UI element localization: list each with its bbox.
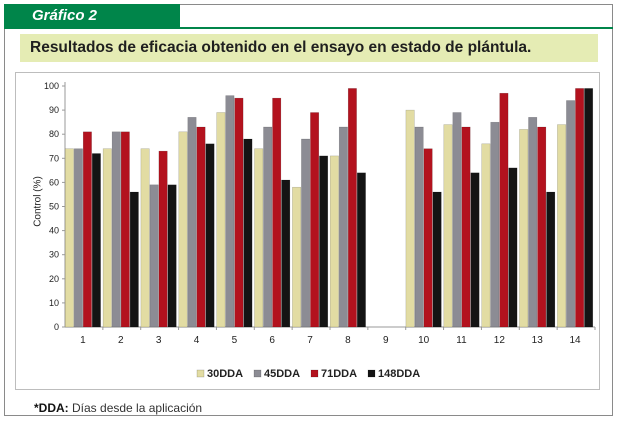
bar-45DDA-3: [149, 184, 159, 328]
y-tick-label: 60: [49, 177, 59, 187]
bar-148DDA-3: [167, 184, 177, 328]
bar-71DDA-14: [575, 88, 585, 328]
tab-divider: [4, 27, 613, 29]
bar-71DDA-4: [196, 126, 206, 328]
y-tick-label: 30: [49, 250, 59, 260]
y-tick-label: 70: [49, 153, 59, 163]
x-tick-label: 9: [383, 335, 389, 346]
bar-148DDA-8: [356, 172, 366, 328]
bar-30DDA-11: [443, 124, 453, 328]
bar-45DDA-7: [301, 138, 311, 328]
bar-45DDA-6: [263, 126, 273, 328]
y-tick-label: 10: [49, 298, 59, 308]
bar-30DDA-7: [292, 186, 302, 328]
footnote-text: Días desde la aplicación: [68, 401, 203, 415]
bar-148DDA-12: [508, 167, 518, 328]
legend-swatch-45DDA: [253, 369, 262, 378]
x-tick-label: 6: [269, 335, 275, 346]
y-tick-label: 0: [54, 322, 59, 332]
bar-30DDA-5: [216, 112, 226, 328]
bar-45DDA-2: [111, 131, 121, 328]
title-band: [20, 34, 598, 62]
x-tick-label: 1: [80, 335, 86, 346]
bar-45DDA-10: [414, 126, 424, 328]
x-tick-label: 11: [456, 335, 467, 346]
x-tick-label: 4: [194, 335, 200, 346]
bar-45DDA-8: [338, 126, 348, 328]
y-tick-label: 100: [44, 81, 59, 91]
y-axis-label: Control (%): [32, 176, 44, 227]
y-tick-label: 50: [49, 202, 59, 212]
legend-label-45DDA: 45DDA: [264, 368, 300, 380]
footnote-term: *DDA:: [34, 401, 69, 415]
bar-148DDA-13: [546, 191, 556, 328]
bar-30DDA-4: [178, 131, 188, 328]
bar-30DDA-12: [481, 143, 491, 328]
bar-30DDA-6: [254, 148, 264, 328]
bar-30DDA-1: [64, 148, 74, 328]
bar-148DDA-2: [129, 191, 139, 328]
bar-45DDA-11: [452, 112, 462, 328]
bar-71DDA-11: [461, 126, 471, 328]
bar-45DDA-12: [490, 121, 500, 328]
bar-148DDA-4: [205, 143, 215, 328]
bar-148DDA-11: [470, 172, 480, 328]
bar-148DDA-1: [91, 153, 101, 328]
bar-30DDA-13: [519, 129, 529, 328]
y-tick-label: 40: [49, 226, 59, 236]
legend-label-71DDA: 71DDA: [321, 368, 357, 380]
x-tick-label: 10: [418, 335, 430, 346]
y-tick-label: 20: [49, 274, 59, 284]
bar-30DDA-14: [557, 124, 567, 328]
x-tick-label: 7: [307, 335, 313, 346]
x-tick-label: 13: [532, 335, 544, 346]
bar-71DDA-13: [537, 126, 547, 328]
legend-swatch-71DDA: [310, 369, 319, 378]
bar-71DDA-12: [499, 92, 509, 328]
bar-71DDA-8: [347, 88, 357, 328]
bar-30DDA-2: [102, 148, 112, 328]
bar-71DDA-10: [423, 148, 433, 328]
bar-148DDA-5: [243, 138, 253, 328]
x-tick-label: 5: [232, 335, 238, 346]
bar-148DDA-10: [432, 191, 442, 328]
bar-30DDA-3: [140, 148, 150, 328]
bar-71DDA-1: [82, 131, 92, 328]
bar-71DDA-6: [272, 97, 282, 328]
bar-71DDA-2: [120, 131, 130, 328]
x-tick-label: 2: [118, 335, 124, 346]
legend-swatch-148DDA: [367, 369, 376, 378]
bar-148DDA-14: [584, 88, 594, 328]
x-tick-label: 12: [494, 335, 506, 346]
figure-tab-label: Gráfico 2: [4, 4, 180, 28]
bar-71DDA-7: [310, 112, 320, 328]
bar-148DDA-7: [319, 155, 329, 328]
bar-148DDA-6: [281, 179, 291, 328]
bar-71DDA-3: [158, 150, 168, 328]
bar-45DDA-13: [528, 117, 538, 328]
bar-30DDA-8: [329, 155, 339, 328]
x-tick-label: 3: [156, 335, 162, 346]
footnote: *DDA: Días desde la aplicación: [34, 401, 202, 415]
bar-45DDA-4: [187, 117, 197, 328]
x-tick-label: 14: [570, 335, 582, 346]
legend-label-30DDA: 30DDA: [207, 368, 243, 380]
bar-30DDA-10: [405, 109, 415, 328]
y-tick-label: 80: [49, 129, 59, 139]
bar-71DDA-5: [234, 97, 244, 328]
x-tick-label: 8: [345, 335, 351, 346]
chart-title: Resultados de eficacia obtenido en el en…: [30, 39, 532, 56]
legend-swatch-30DDA: [196, 369, 205, 378]
legend-label-148DDA: 148DDA: [378, 368, 420, 380]
y-tick-label: 90: [49, 105, 59, 115]
bar-45DDA-1: [73, 148, 83, 328]
bar-45DDA-5: [225, 95, 235, 328]
bar-45DDA-14: [566, 100, 576, 328]
